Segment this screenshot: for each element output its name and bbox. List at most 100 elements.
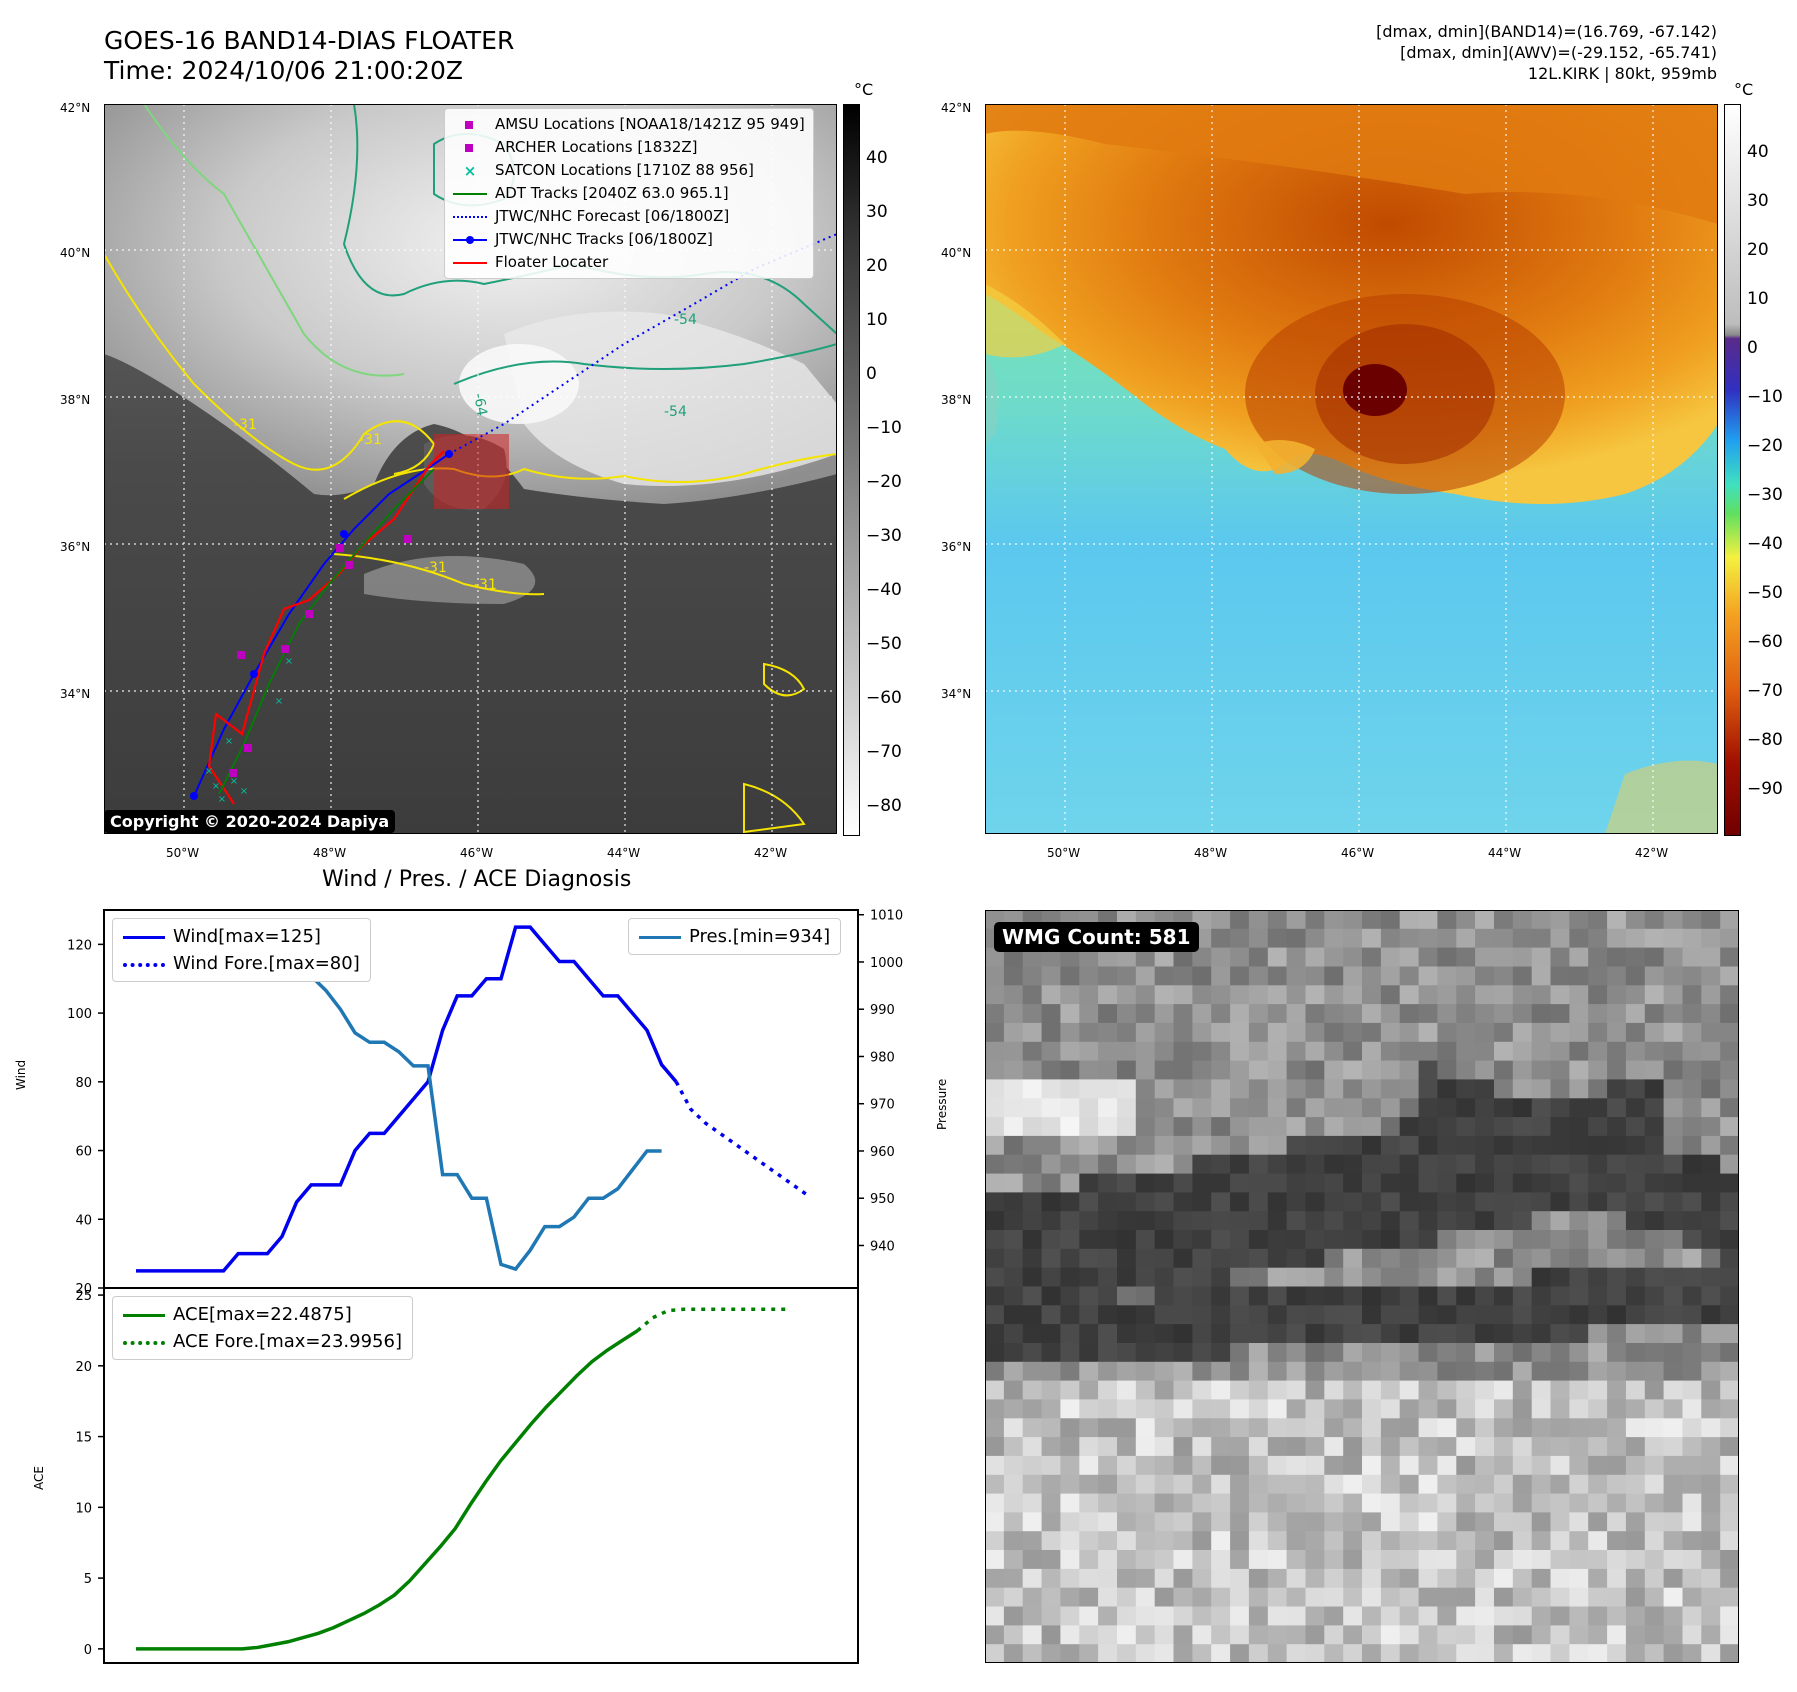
colorbar-tick: −40 [1747, 534, 1783, 554]
wmg-image [985, 910, 1739, 1663]
diagnosis-chart: 1201008060402010101000990980970960950940… [67, 909, 903, 1664]
colorbar-tick: 10 [866, 310, 888, 330]
colorbar-tick: −40 [866, 580, 902, 600]
svg-text:×: × [225, 736, 233, 747]
ace-legend: ACE[max=22.4875] ACE Fore.[max=23.9956] [112, 1296, 413, 1360]
awv-colorbar-unit: °C [1734, 80, 1754, 99]
colorbar-tick: 40 [866, 148, 888, 168]
wind-tick-label: 40 [75, 1213, 92, 1228]
pressure-tick-label: 990 [870, 1003, 895, 1018]
ace-tick-label: 25 [75, 1289, 92, 1304]
legend-item-pressure: Pres.[min=934] [639, 923, 830, 950]
lat-label: 36°N [941, 540, 972, 554]
colorbar-tick: −90 [1747, 779, 1783, 799]
contour-label: -31 [424, 560, 447, 576]
colorbar-tick: 20 [866, 256, 888, 276]
figure-time: Time: 2024/10/06 21:00:20Z [104, 56, 463, 85]
diagnosis-title: Wind / Pres. / ACE Diagnosis [322, 867, 632, 892]
legend-item-archer: ARCHER Locations [1832Z] [453, 136, 805, 159]
pressure-tick-label: 1010 [870, 909, 903, 924]
wind-legend: Wind[max=125] Wind Fore.[max=80] [112, 918, 371, 982]
ace-tick-label: 0 [84, 1643, 92, 1658]
svg-text:×: × [212, 781, 220, 792]
pressure-tick-label: 970 [870, 1098, 895, 1113]
contour-label: -64 [470, 392, 490, 417]
colorbar-tick: −20 [866, 472, 902, 492]
pressure-tick-label: 950 [870, 1192, 895, 1207]
legend-item-satcon: × SATCON Locations [1710Z 88 956] [463, 161, 754, 180]
contour-label: -54 [674, 312, 697, 328]
awv-colorbar [1724, 104, 1741, 836]
lon-label: 50°W [1047, 846, 1081, 860]
contour-label: -31 [474, 577, 497, 593]
colorbar-tick: −30 [866, 526, 902, 546]
legend-item-amsu: AMSU Locations [NOAA18/1421Z 95 949] [453, 113, 805, 136]
storm-info: 12L.KIRK | 80kt, 959mb [1527, 64, 1717, 83]
legend-item-floater: Floater Locater [453, 251, 805, 274]
legend-item-forecast: JTWC/NHC Forecast [06/1800Z] [453, 205, 805, 228]
lon-label: 46°W [1341, 846, 1375, 860]
wind-series-line [136, 925, 678, 1273]
ace-tick-label: 5 [84, 1572, 92, 1587]
wind-tick-label: 60 [75, 1145, 92, 1160]
lon-label: 50°W [166, 846, 200, 860]
copyright-badge: Copyright © 2020-2024 Dapiya [104, 810, 396, 833]
colorbar-tick: −60 [1747, 632, 1783, 652]
colorbar-tick: −60 [866, 688, 902, 708]
colorbar-tick: −80 [1747, 730, 1783, 750]
colorbar-tick: 30 [866, 202, 888, 222]
lon-label: 48°W [1194, 846, 1228, 860]
lat-label: 38°N [941, 393, 972, 407]
contour-label: -54 [664, 404, 687, 420]
awv-satellite-image [985, 104, 1718, 834]
svg-text:×: × [218, 794, 226, 805]
wind-tick-label: 120 [67, 938, 92, 953]
ace-tick-label: 10 [75, 1501, 92, 1516]
svg-text:×: × [205, 766, 213, 777]
svg-text:×: × [285, 656, 293, 667]
legend-item-ace-forecast: ACE Fore.[max=23.9956] [123, 1328, 402, 1355]
colorbar-tick: −70 [866, 742, 902, 762]
lat-label: 34°N [941, 687, 972, 701]
lon-label: 46°W [460, 846, 494, 860]
figure-title: GOES-16 BAND14-DIAS FLOATER [104, 26, 515, 55]
legend-item-ace: ACE[max=22.4875] [123, 1301, 402, 1328]
colorbar-tick: 0 [1747, 338, 1758, 358]
legend-item-adt: ADT Tracks [2040Z 63.0 965.1] [453, 182, 805, 205]
wind-tick-label: 100 [67, 1007, 92, 1022]
wind-tick-label: 80 [75, 1076, 92, 1091]
lon-label: 42°W [1635, 846, 1669, 860]
lon-label: 48°W [313, 846, 347, 860]
legend-item-wind-forecast: Wind Fore.[max=80] [123, 950, 360, 977]
lat-label: 42°N [60, 101, 91, 115]
lat-label: 42°N [941, 101, 972, 115]
ace-axis-label: ACE [32, 1466, 46, 1490]
ir-legend: AMSU Locations [NOAA18/1421Z 95 949] ARC… [444, 108, 814, 279]
colorbar-tick: 20 [1747, 240, 1769, 260]
ace-tick-label: 20 [75, 1360, 92, 1375]
colorbar-tick: −70 [1747, 681, 1783, 701]
colorbar-tick: −80 [866, 796, 902, 816]
lat-label: 34°N [60, 687, 91, 701]
pressure-legend: Pres.[min=934] [628, 918, 842, 955]
dmax-dmin-band14: [dmax, dmin](BAND14)=(16.769, -67.142) [1376, 22, 1717, 41]
lon-label: 44°W [607, 846, 641, 860]
colorbar-tick: −30 [1747, 485, 1783, 505]
ir-colorbar [843, 104, 860, 836]
lon-label: 42°W [754, 846, 788, 860]
contour-label: -31 [359, 432, 382, 448]
pressure-tick-label: 1000 [870, 956, 903, 971]
wind-axis-label: Wind [14, 1059, 28, 1090]
ace-series-line [136, 1329, 639, 1651]
wind-tick-label: 20 [75, 1282, 92, 1297]
colorbar-tick: 30 [1747, 191, 1769, 211]
dmax-dmin-awv: [dmax, dmin](AWV)=(-29.152, -65.741) [1400, 43, 1717, 62]
colorbar-tick: −50 [866, 634, 902, 654]
ace-forecast-line [636, 1307, 790, 1332]
ace-tick-label: 15 [75, 1431, 92, 1446]
svg-text:×: × [275, 696, 283, 707]
lat-label: 40°N [60, 246, 91, 260]
colorbar-tick: 40 [1747, 142, 1769, 162]
colorbar-tick: −10 [866, 418, 902, 438]
colorbar-tick: 0 [866, 364, 877, 384]
